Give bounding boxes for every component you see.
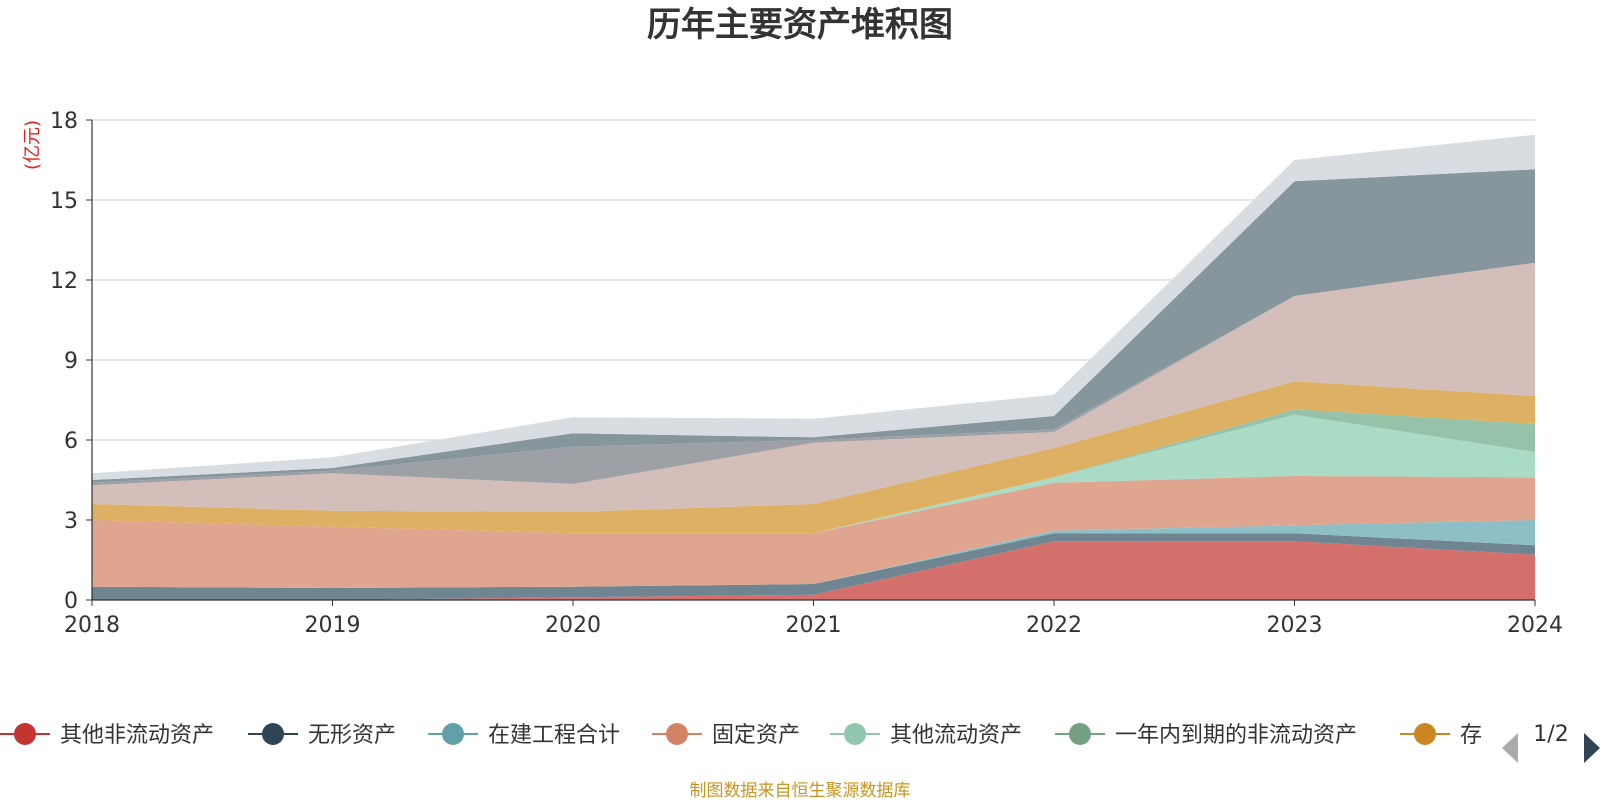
x-tick-label: 2020 (545, 613, 601, 638)
legend-item-0[interactable]: 其他非流动资产 (0, 723, 214, 748)
legend-item-5[interactable]: 一年内到期的非流动资产 (1055, 723, 1357, 748)
area-series-3 (92, 476, 1535, 588)
legend-marker-icon (14, 723, 36, 745)
y-tick-label: 18 (50, 109, 78, 134)
y-axis-ticks: 0 3 6 9 12 15 18 (50, 109, 92, 614)
y-tick-label: 0 (64, 589, 78, 614)
legend-marker-icon (666, 723, 688, 745)
legend-label: 其他非流动资产 (60, 723, 214, 748)
stacked-areas (92, 134, 1535, 600)
legend-item-4[interactable]: 其他流动资产 (830, 723, 1022, 748)
area-series-0 (92, 541, 1535, 600)
legend-label: 存 (1460, 723, 1482, 748)
legend-marker-icon (1069, 723, 1091, 745)
legend-label: 其他流动资产 (890, 723, 1022, 748)
legend-item-2[interactable]: 在建工程合计 (428, 723, 620, 748)
legend-marker-icon (844, 723, 866, 745)
area-series-2 (92, 520, 1535, 588)
data-source-note: 制图数据来自恒生聚源数据库 (690, 781, 911, 800)
legend-item-3[interactable]: 固定资产 (652, 723, 800, 748)
x-axis-ticks: 2018 2019 2020 2021 2022 2023 2024 (64, 600, 1563, 638)
area-series-10 (92, 134, 1535, 480)
x-tick-label: 2018 (64, 613, 120, 638)
x-tick-label: 2023 (1267, 613, 1323, 638)
area-series-8 (92, 262, 1535, 486)
legend-label: 一年内到期的非流动资产 (1115, 723, 1357, 748)
legend-page-indicator: 1/2 (1533, 722, 1568, 747)
legend-marker-icon (442, 723, 464, 745)
legend-marker-icon (262, 723, 284, 745)
legend-item-6[interactable]: 存 (1400, 723, 1482, 748)
area-series-5 (92, 409, 1535, 534)
chart-title: 历年主要资产堆积图 (647, 5, 953, 45)
legend-marker-icon (1414, 723, 1436, 745)
legend-label: 无形资产 (308, 723, 396, 748)
area-series-9 (92, 169, 1535, 483)
legend-pager: 1/2 (1502, 722, 1600, 763)
legend-label: 固定资产 (712, 723, 800, 748)
legend-next-arrow-icon[interactable] (1584, 733, 1600, 763)
area-series-4 (92, 414, 1535, 534)
y-tick-label: 6 (64, 429, 78, 454)
y-tick-label: 3 (64, 509, 78, 534)
legend[interactable]: 其他非流动资产 无形资产 在建工程合计 固定资产 其他流动资产 一年内到期的非流动资产 存 (0, 723, 1482, 748)
x-tick-label: 2019 (305, 613, 361, 638)
legend-label: 在建工程合计 (488, 723, 620, 748)
x-tick-label: 2024 (1507, 613, 1563, 638)
area-series-7 (92, 262, 1535, 512)
y-tick-label: 12 (50, 269, 78, 294)
x-tick-label: 2022 (1026, 613, 1082, 638)
legend-prev-arrow-icon[interactable] (1502, 733, 1518, 763)
area-series-6 (92, 381, 1535, 534)
y-axis-unit-label: (亿元) (22, 120, 43, 170)
y-tick-label: 15 (50, 189, 78, 214)
y-tick-label: 9 (64, 349, 78, 374)
x-tick-label: 2021 (786, 613, 842, 638)
area-series-1 (92, 533, 1535, 600)
legend-item-1[interactable]: 无形资产 (248, 723, 396, 748)
